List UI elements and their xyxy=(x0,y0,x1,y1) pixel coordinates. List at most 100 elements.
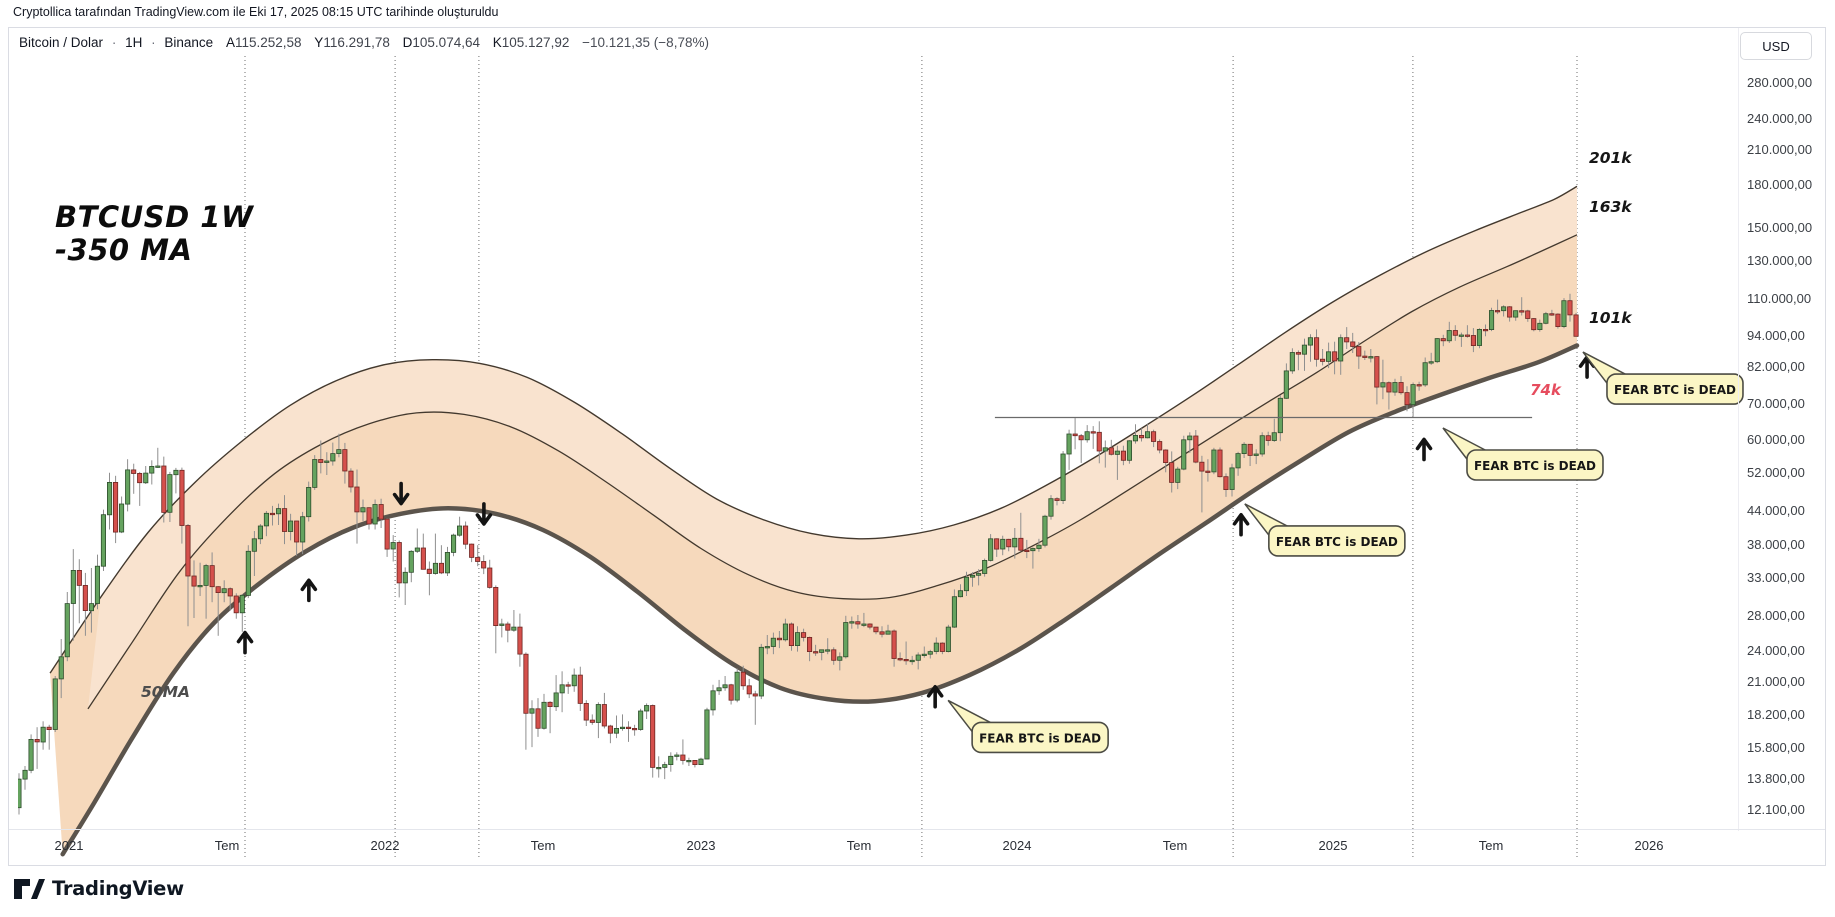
candle xyxy=(849,621,855,624)
candle xyxy=(1042,515,1048,546)
candle xyxy=(263,512,270,527)
candle xyxy=(674,754,680,757)
candle xyxy=(638,710,644,730)
price-axis-label: 52.000,00 xyxy=(1747,464,1805,480)
candle xyxy=(1422,362,1428,386)
candle xyxy=(589,719,595,723)
candle xyxy=(70,570,76,604)
candle xyxy=(776,637,782,641)
candle xyxy=(825,649,831,652)
candle xyxy=(324,460,330,463)
candle xyxy=(680,754,686,761)
candle xyxy=(1145,431,1151,439)
candle xyxy=(1289,352,1295,372)
time-axis[interactable]: 2021 Tem 2022 Tem 2023 Tem 2024 Tem 2025 Tem 2026 xyxy=(9,829,1825,865)
candle xyxy=(1332,351,1338,362)
band-label-163k: 163k xyxy=(1588,197,1632,216)
candle xyxy=(1338,337,1344,362)
candle xyxy=(275,508,282,515)
candle xyxy=(287,520,294,532)
chart-title-line1: BTCUSD 1W xyxy=(55,200,254,234)
candle xyxy=(1470,335,1477,347)
symbol-name: Bitcoin / Dolar xyxy=(19,35,104,50)
candle xyxy=(161,465,167,513)
candle xyxy=(215,586,221,594)
candle xyxy=(221,588,227,594)
candle xyxy=(1024,549,1030,553)
candle xyxy=(1193,435,1199,463)
price-axis[interactable]: 280.000,00 240.000,00 210.000,00 180.000,00… xyxy=(1738,28,1825,831)
time-axis-label: 2021 xyxy=(54,838,84,853)
callout-text: FEAR BTC is DEAD xyxy=(1474,459,1596,474)
candle xyxy=(149,465,155,474)
candle xyxy=(939,642,945,652)
candle xyxy=(269,512,275,516)
candle xyxy=(1380,382,1386,388)
candle xyxy=(782,623,788,641)
candle xyxy=(951,596,957,628)
candle xyxy=(1543,313,1549,324)
ohlc-high: Y116.291,78 xyxy=(314,35,390,50)
candle xyxy=(499,623,505,626)
candle xyxy=(1096,431,1102,452)
candle xyxy=(167,474,173,513)
candle xyxy=(963,576,969,592)
candle xyxy=(1235,453,1241,469)
time-axis-label: Tem xyxy=(530,838,556,853)
time-axis-label: Tem xyxy=(1162,838,1188,853)
candle xyxy=(1344,337,1350,343)
exchange-name: Binance xyxy=(164,35,214,50)
candle xyxy=(64,603,70,658)
tradingview-logo[interactable]: TradingView xyxy=(13,877,184,900)
price-axis-label: 33.000,00 xyxy=(1747,569,1805,585)
ohlc-low: D105.074,64 xyxy=(402,35,480,50)
candle xyxy=(535,708,541,729)
candle xyxy=(1573,314,1579,337)
candle xyxy=(511,626,517,631)
price-axis-label: 70.000,00 xyxy=(1747,395,1805,411)
candle xyxy=(1054,498,1060,501)
candle xyxy=(408,550,414,573)
candle xyxy=(1271,432,1277,441)
candle xyxy=(1446,330,1452,342)
candle xyxy=(1464,334,1471,337)
candle xyxy=(873,626,879,633)
candle xyxy=(644,705,650,712)
candle xyxy=(1314,337,1320,360)
price-axis-label: 180.000,00 xyxy=(1747,177,1813,193)
candle xyxy=(348,470,354,488)
candle xyxy=(698,758,704,765)
candle xyxy=(1241,443,1247,454)
candle xyxy=(861,623,867,626)
candle xyxy=(1398,382,1404,394)
callout-text: FEAR BTC is DEAD xyxy=(1276,535,1398,550)
candle xyxy=(559,684,565,694)
candle xyxy=(529,708,535,714)
callout-box xyxy=(1606,373,1744,405)
candle xyxy=(281,508,288,532)
price-axis-label: 150.000,00 xyxy=(1747,219,1813,235)
candle xyxy=(384,518,390,550)
candle xyxy=(1253,453,1259,456)
candle xyxy=(867,623,873,628)
candle xyxy=(758,646,764,697)
ma-band-upper-line xyxy=(49,185,1578,674)
candle xyxy=(1320,358,1326,362)
candle xyxy=(1428,361,1434,364)
candle xyxy=(100,514,107,567)
interval-label[interactable]: 1H xyxy=(125,35,143,50)
currency-button[interactable]: USD xyxy=(1740,32,1812,60)
candle xyxy=(813,651,819,654)
candle xyxy=(885,630,891,635)
candle xyxy=(18,778,22,809)
candle xyxy=(1483,328,1489,332)
candle xyxy=(523,653,529,714)
chart-plot-area[interactable] xyxy=(18,56,1757,858)
candle xyxy=(1090,431,1096,434)
callout-box xyxy=(971,721,1109,754)
candle xyxy=(1132,434,1139,442)
candle xyxy=(692,760,698,766)
candle xyxy=(414,547,420,552)
candle xyxy=(179,469,185,526)
ma-50-line xyxy=(60,343,1580,857)
